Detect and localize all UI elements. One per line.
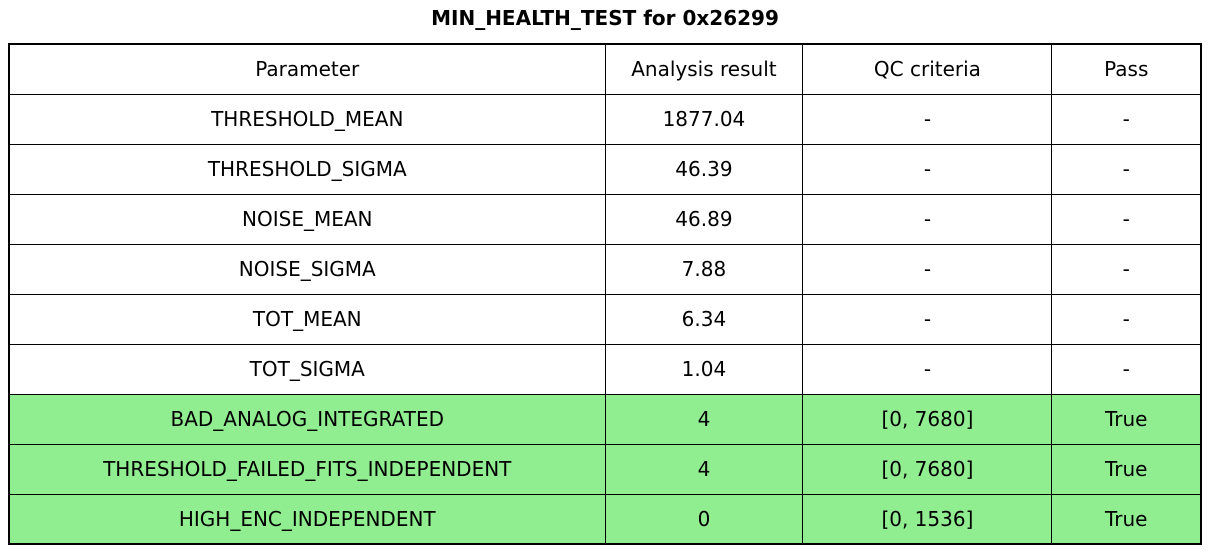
table-cell: THRESHOLD_MEAN [8, 93, 606, 145]
table-cell: - [802, 243, 1053, 295]
table-row: THRESHOLD_SIGMA 46.39- - [8, 143, 1202, 195]
table-cell: NOISE_MEAN [8, 193, 606, 245]
table-cell: THRESHOLD_SIGMA [8, 143, 606, 195]
table-cell: 4 [604, 443, 804, 495]
table-cell: True [1051, 443, 1202, 495]
table-row: TOT_SIGMA 1.04- - [8, 343, 1202, 395]
table-cell: TOT_MEAN [8, 293, 606, 345]
table-cell: [0, 1536] [802, 493, 1053, 545]
table-cell: 0 [604, 493, 804, 545]
table-cell: - [802, 343, 1053, 395]
table-cell: - [1051, 143, 1202, 195]
table-header: Parameter Analysis result QC criteria Pass [8, 43, 1202, 95]
page-title: MIN_HEALTH_TEST for 0x26299 [431, 6, 779, 30]
table-cell: 46.39 [604, 143, 804, 195]
table-cell: 1877.04 [604, 93, 804, 145]
table-cell: - [1051, 343, 1202, 395]
table-cell: 7.88 [604, 243, 804, 295]
table-cell: - [802, 193, 1053, 245]
table-cell: 1.04 [604, 343, 804, 395]
header-row: Parameter Analysis result QC criteria Pass [8, 43, 1202, 95]
table-cell: 4 [604, 393, 804, 445]
table-cell: - [1051, 243, 1202, 295]
table-cell: - [802, 93, 1053, 145]
table-cell: - [1051, 293, 1202, 345]
table-cell: True [1051, 493, 1202, 545]
table-row: HIGH_ENC_INDEPENDENT 0 [0, 1536] True [8, 493, 1202, 545]
table-cell: HIGH_ENC_INDEPENDENT [8, 493, 606, 545]
column-header: Pass [1051, 43, 1202, 95]
table-cell: - [802, 293, 1053, 345]
table-cell: 46.89 [604, 193, 804, 245]
table-cell: BAD_ANALOG_INTEGRATED [8, 393, 606, 445]
table-body: THRESHOLD_MEAN 1877.04- - THRESHOLD_SIGMA 46… [8, 93, 1202, 545]
table-row: TOT_MEAN 6.34- - [8, 293, 1202, 345]
table-cell: True [1051, 393, 1202, 445]
table-cell: - [1051, 93, 1202, 145]
column-header: QC criteria [802, 43, 1053, 95]
table-cell: THRESHOLD_FAILED_FITS_INDEPENDENT [8, 443, 606, 495]
qc-results-table: Parameter Analysis result QC criteria Pass … [8, 43, 1202, 545]
table-cell: - [1051, 193, 1202, 245]
table-row: NOISE_SIGMA 7.88- - [8, 243, 1202, 295]
table-row: NOISE_MEAN 46.89- - [8, 193, 1202, 245]
table-cell: NOISE_SIGMA [8, 243, 606, 295]
table-cell: [0, 7680] [802, 443, 1053, 495]
table-cell: 6.34 [604, 293, 804, 345]
table-row: THRESHOLD_MEAN 1877.04- - [8, 93, 1202, 145]
table-row: BAD_ANALOG_INTEGRATED 4 [0, 7680] True [8, 393, 1202, 445]
table-cell: TOT_SIGMA [8, 343, 606, 395]
column-header: Analysis result [604, 43, 804, 95]
table-cell: [0, 7680] [802, 393, 1053, 445]
table-row: THRESHOLD_FAILED_FITS_INDEPENDENT 4 [0, 76… [8, 443, 1202, 495]
column-header: Parameter [8, 43, 606, 95]
table-cell: - [802, 143, 1053, 195]
